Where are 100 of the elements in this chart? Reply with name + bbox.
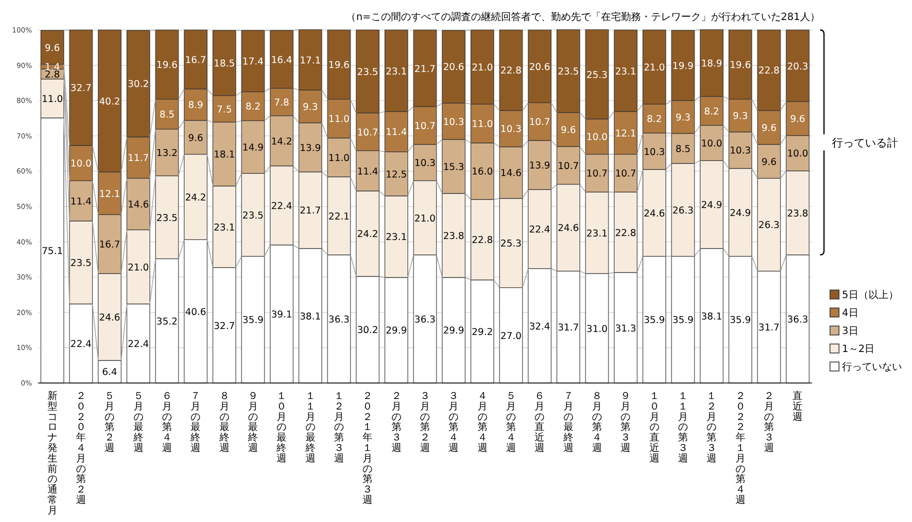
- data-label: 35.9: [242, 315, 264, 326]
- data-label: 24.6: [99, 312, 120, 324]
- data-label: 19.9: [672, 60, 694, 72]
- data-label: 10.0: [787, 148, 808, 160]
- data-label: 36.3: [787, 314, 808, 326]
- data-label: 8.9: [188, 100, 204, 112]
- data-label: 13.9: [529, 160, 550, 172]
- data-label: 32.7: [214, 320, 235, 332]
- legend-label: 3日: [842, 326, 858, 337]
- data-label: 40.2: [99, 96, 120, 108]
- data-label: 23.8: [443, 230, 464, 242]
- data-label: 11.7: [128, 153, 149, 164]
- data-label: 25.3: [500, 238, 522, 250]
- data-label: 32.7: [70, 83, 92, 94]
- category-label: ２０２２年１月の第４週: [735, 391, 746, 506]
- data-label: 22.4: [128, 338, 149, 350]
- data-label: 14.9: [242, 142, 264, 154]
- data-label: 27.0: [500, 330, 522, 342]
- x-tick-label: ３月の第４週: [448, 391, 459, 454]
- data-label: 23.1: [586, 228, 608, 240]
- data-label: 22.8: [500, 66, 522, 77]
- data-label: 19.6: [156, 60, 178, 72]
- data-label: 10.3: [500, 124, 522, 136]
- data-label: 12.1: [615, 128, 636, 140]
- data-label: 21.7: [414, 64, 436, 75]
- data-label: 24.2: [357, 229, 378, 240]
- data-label: 23.5: [242, 210, 264, 222]
- data-label: 22.4: [70, 338, 92, 350]
- data-label: 8.2: [245, 102, 261, 113]
- data-label: 22.8: [615, 228, 636, 239]
- x-tick-label: ８月の第４週: [592, 391, 602, 454]
- data-label: 36.3: [328, 314, 350, 326]
- data-label: 20.6: [443, 62, 464, 74]
- legend-label: 1～2日: [842, 344, 875, 355]
- data-label: 24.2: [185, 192, 206, 204]
- data-label: 9.6: [560, 125, 576, 136]
- data-label: 9.6: [44, 42, 60, 54]
- data-label: 75.1: [42, 246, 63, 257]
- data-label: 8.2: [646, 114, 662, 126]
- data-label: 12.5: [386, 169, 407, 180]
- data-label: 11.0: [42, 94, 63, 105]
- data-label: 31.0: [586, 324, 608, 335]
- x-tick-label: ８月の最終週: [218, 391, 230, 454]
- data-label: 7.5: [216, 104, 232, 116]
- data-label: 22.4: [529, 224, 550, 236]
- data-label: 9.6: [188, 132, 204, 144]
- x-tick-label: １１月の第３週: [678, 391, 688, 464]
- data-label: 7.8: [274, 98, 290, 109]
- data-label: 24.6: [558, 223, 579, 234]
- x-tick-label: ７月の最終週: [562, 391, 574, 454]
- x-tick-label: ６月の第４週: [162, 391, 172, 454]
- x-tick-label: １０月の最終週: [276, 391, 287, 464]
- data-label: 10.3: [414, 158, 436, 170]
- data-label: 9.6: [761, 122, 777, 134]
- data-label: 22.8: [472, 235, 493, 246]
- x-tick-label: ５月の第４週: [506, 391, 516, 454]
- data-label: 19.6: [730, 60, 751, 72]
- data-label: 10.7: [357, 127, 378, 138]
- x-tick-label: １２月の第３週: [334, 391, 344, 464]
- data-label: 31.3: [615, 323, 636, 334]
- data-label: 22.1: [328, 211, 350, 222]
- data-label: 10.0: [701, 138, 722, 150]
- data-label: 30.2: [357, 325, 378, 336]
- data-label: 39.1: [271, 309, 292, 320]
- data-label: 22.4: [271, 200, 292, 212]
- data-label: 14.2: [271, 136, 292, 148]
- data-label: 18.9: [701, 58, 722, 70]
- data-label: 10.3: [644, 146, 665, 158]
- data-label: 25.3: [586, 70, 608, 81]
- data-label: 11.4: [386, 127, 407, 138]
- data-label: 16.7: [99, 240, 120, 251]
- data-label: 13.2: [156, 148, 178, 159]
- data-label: 8.5: [159, 110, 175, 121]
- data-label: 15.3: [443, 162, 464, 173]
- x-tick-label: ７月の最終週: [190, 391, 201, 454]
- data-label: 32.4: [529, 321, 550, 332]
- data-label: 23.1: [386, 66, 407, 78]
- data-label: 9.3: [732, 111, 748, 122]
- x-tick-label: ６月の直近週: [534, 391, 545, 454]
- data-label: 17.4: [242, 56, 264, 68]
- x-tick-label: ３月の第２週: [420, 391, 430, 454]
- data-label: 23.1: [615, 66, 636, 78]
- text: （n=この間のすべての調査の継続回答者で、勤め先で「在宅勤務・テレワーク」が行われていた281人）: [346, 11, 820, 23]
- data-label: 35.9: [730, 315, 751, 326]
- data-label: 16.4: [271, 54, 292, 66]
- data-label: 10.7: [414, 120, 436, 132]
- data-label: 21.0: [644, 62, 665, 74]
- data-label: 29.2: [472, 326, 493, 338]
- data-label: 18.5: [214, 58, 235, 70]
- data-label: 23.5: [70, 258, 92, 269]
- x-tick-label: ４月の第４週: [477, 391, 488, 454]
- data-label: 23.1: [214, 222, 235, 234]
- data-label: 31.7: [758, 322, 780, 334]
- data-label: 38.1: [701, 311, 722, 322]
- data-label: 38.1: [300, 311, 321, 322]
- data-label: 10.3: [730, 146, 751, 157]
- data-label: 23.5: [156, 212, 178, 224]
- x-tick-label: １１月の最終週: [304, 391, 316, 464]
- data-label: 11.4: [70, 196, 92, 208]
- data-label: 14.6: [128, 200, 149, 211]
